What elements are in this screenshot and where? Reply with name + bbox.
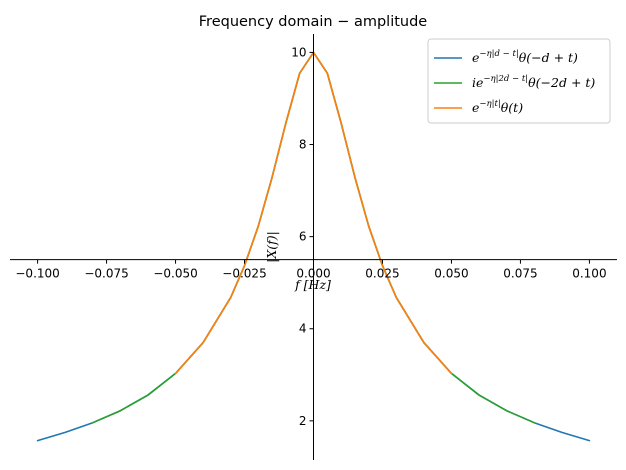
x-tick-label: −0.025: [222, 267, 266, 281]
chart-title: Frequency domain − amplitude: [199, 14, 428, 30]
x-tick-label: −0.100: [15, 267, 59, 281]
legend-label-1: e−η|d − t|θ(−d + t): [472, 49, 578, 65]
y-tick-label: 4: [299, 322, 307, 336]
x-tick-label: 0.075: [503, 267, 537, 281]
legend: e−η|d − t|θ(−d + t) ie−η|2d − t|θ(−2d + t…: [427, 38, 611, 124]
legend-label-2: ie−η|2d − t|θ(−2d + t): [472, 74, 595, 90]
x-tick-label: −0.050: [153, 267, 197, 281]
y-tick-label: 8: [299, 138, 307, 152]
y-axis-label: |X(f)|: [264, 231, 279, 263]
y-tick-label: 6: [299, 230, 307, 244]
x-tick-label: 0.100: [572, 267, 606, 281]
legend-label-3: e−η|t|θ(t): [472, 99, 523, 115]
y-tick-label: 2: [299, 414, 307, 428]
x-axis-label: f [Hz]: [294, 277, 331, 292]
x-tick-label: 0.000: [296, 267, 330, 281]
x-tick-label: 0.025: [365, 267, 399, 281]
x-tick-label: 0.050: [434, 267, 468, 281]
y-tick-label: 10: [291, 45, 306, 59]
ticks: −0.100 −0.075 −0.050 −0.025 0.000 0.025 0.050 0…: [15, 45, 606, 427]
x-tick-label: −0.075: [84, 267, 128, 281]
legend-frame: [427, 38, 611, 124]
